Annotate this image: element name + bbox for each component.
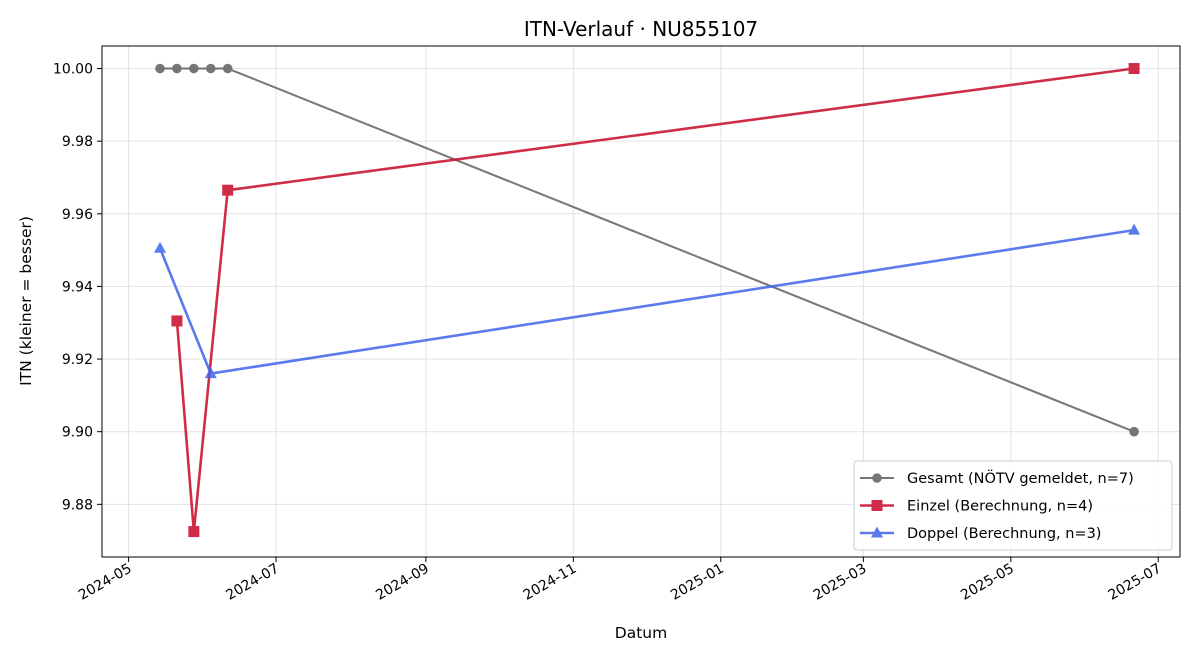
legend-marker <box>871 526 883 538</box>
y-tick-label: 9.88 <box>62 497 93 513</box>
legend: Gesamt (NÖTV gemeldet, n=7) Einzel (Berec… <box>853 460 1173 551</box>
y-tick-label: 9.90 <box>62 425 93 441</box>
legend-marker <box>872 473 882 483</box>
data-point <box>154 241 167 253</box>
plot-frame <box>101 45 1181 558</box>
data-point <box>189 63 199 74</box>
x-axis-label: Datum <box>615 624 667 642</box>
legend-item: Einzel (Berechnung, n=4) <box>860 499 1093 515</box>
series-line <box>175 67 1135 533</box>
legend-label: Einzel (Berechnung, n=4) <box>907 499 1093 515</box>
chart-title: ITN-Verlauf · NU855107 <box>524 17 758 41</box>
legend-label: Gesamt (NÖTV gemeldet, n=7) <box>907 469 1134 487</box>
data-point <box>1128 223 1141 235</box>
data-point <box>188 526 200 538</box>
series-1 <box>171 63 1140 538</box>
series-0 <box>155 63 1139 437</box>
data-point <box>172 63 182 74</box>
y-tick-label: 10.00 <box>53 62 93 78</box>
y-axis-label: ITN (kleiner = besser) <box>17 216 35 386</box>
y-tick-label: 9.92 <box>62 352 93 368</box>
y-tick-label: 9.98 <box>62 134 93 150</box>
legend-marker <box>871 500 883 511</box>
legend-swatch <box>860 500 894 511</box>
data-point <box>171 315 183 327</box>
legend-box <box>853 460 1173 551</box>
y-tick-label: 9.94 <box>62 279 93 295</box>
data-point <box>1129 426 1139 437</box>
data-point <box>204 367 217 379</box>
data-point <box>1128 63 1140 75</box>
data-point <box>222 184 234 196</box>
series-layer <box>154 63 1141 538</box>
series-2 <box>154 223 1141 379</box>
legend-item: Gesamt (NÖTV gemeldet, n=7) <box>860 469 1134 487</box>
data-point <box>155 63 165 74</box>
grid-lines <box>102 46 1180 557</box>
data-point <box>205 63 216 74</box>
legend-swatch <box>860 473 894 483</box>
legend-label: Doppel (Berechnung, n=3) <box>907 526 1101 542</box>
data-point <box>222 63 233 74</box>
legend-item: Doppel (Berechnung, n=3) <box>860 526 1101 542</box>
y-tick-label: 9.96 <box>62 207 93 223</box>
legend-swatch <box>860 526 894 538</box>
